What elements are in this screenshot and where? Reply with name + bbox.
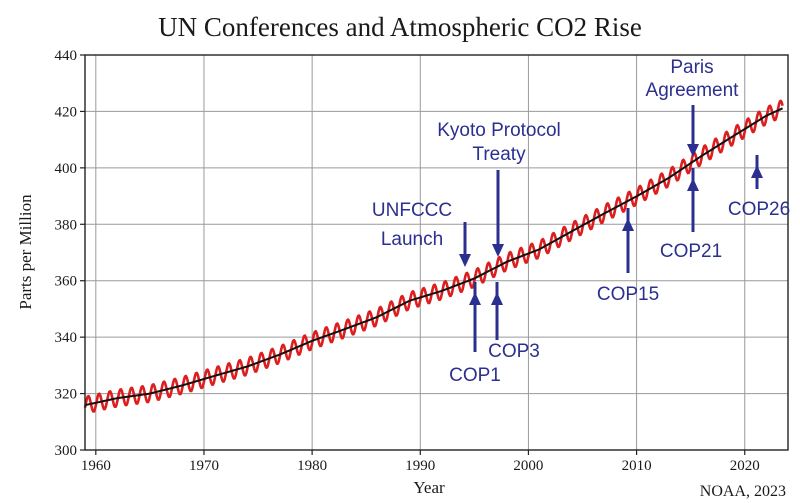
annotation-label: COP26 [728,199,790,220]
annotation-label: Paris [670,57,713,78]
annotation-label: COP1 [449,365,501,386]
chart-title: UN Conferences and Atmospheric CO2 Rise [158,12,642,42]
annotation-label: COP15 [597,284,659,305]
annotation-arrow-head [491,292,503,305]
x-tick-label: 2000 [513,458,543,474]
y-tick-label: 380 [55,217,78,233]
annotation-kyoto-protocol-treaty: Kyoto Protocol Treaty [437,120,561,257]
annotation-label: COP3 [488,341,540,362]
trend-co2-line [84,107,784,407]
annotation-cop1: COP1 [449,282,501,386]
annotation-label: Treaty [472,144,526,165]
x-tick-label: 1970 [189,458,219,474]
annotation-label: Kyoto Protocol [437,120,561,141]
annotation-arrow-head [492,244,504,257]
y-axis-title: Parts per Million [16,194,35,310]
y-tick-label: 360 [55,274,78,290]
annotation-arrow-head [751,165,763,178]
monthly-co2-line [83,99,784,413]
annotation-arrow-head [687,144,699,157]
y-tick-label: 340 [55,330,78,346]
annotation-cop3: COP3 [488,282,540,362]
x-tick-label: 1990 [405,458,435,474]
axis-ticks: 300 320 340 360 380 400 420 440 1960 1970 1980 1990… [55,48,760,474]
annotation-arrow-head [459,254,471,267]
plot-frame [84,54,789,451]
annotation-label: Launch [381,229,443,250]
annotation-cop21: COP21 [660,168,722,262]
annotation-cop15: COP15 [597,208,659,305]
y-tick-label: 420 [55,104,78,120]
annotation-arrow-head [687,178,699,191]
x-tick-label: 1980 [297,458,327,474]
source-credit: NOAA, 2023 [700,483,786,500]
annotation-unfccc-launch: UNFCCC Launch [372,200,471,267]
x-tick-label: 1960 [81,458,111,474]
x-axis-title: Year [413,478,445,497]
annotation-arrow-head [622,218,634,231]
annotation-label: UNFCCC [372,200,452,221]
annotation-label: COP21 [660,241,722,262]
x-tick-label: 2020 [730,458,760,474]
annotation-label: Agreement [646,80,740,101]
y-tick-label: 400 [55,161,78,177]
x-tick-label: 2010 [622,458,652,474]
annotation-arrow-head [469,292,481,305]
y-tick-label: 320 [55,387,78,403]
annotation-cop26: COP26 [728,155,790,220]
y-tick-label: 440 [55,48,78,64]
annotations: UNFCCC Launch Kyoto Protocol Treaty ParisAgr… [372,57,790,386]
y-tick-label: 300 [55,443,78,459]
data-series [83,99,784,413]
